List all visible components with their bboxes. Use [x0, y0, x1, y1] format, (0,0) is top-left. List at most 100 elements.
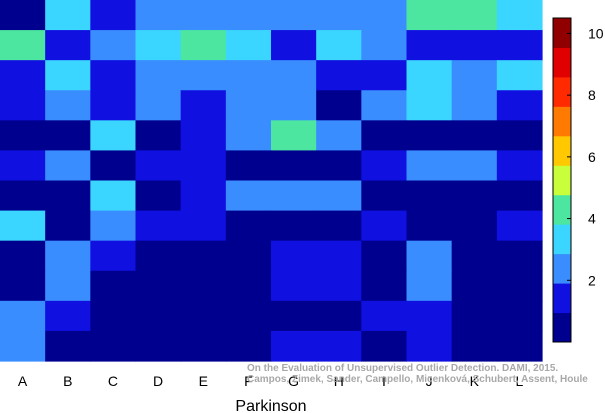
heatmap-cell — [406, 330, 453, 362]
heatmap-cell — [90, 30, 137, 61]
heatmap-cell — [90, 180, 137, 212]
heatmap-cell — [451, 30, 498, 61]
heatmap-cell — [316, 60, 362, 91]
heatmap-cell — [45, 240, 91, 272]
credit-line-1: On the Evaluation of Unsupervised Outlie… — [247, 363, 558, 374]
x-tick-label: K — [470, 373, 480, 389]
heatmap-cell — [451, 150, 498, 182]
heatmap-cell — [180, 90, 227, 121]
heatmap-cell — [406, 90, 453, 121]
heatmap-cell — [496, 180, 543, 212]
heatmap-cell — [135, 210, 182, 242]
heatmap-cell — [90, 60, 137, 91]
colorbar-band — [553, 283, 571, 314]
heatmap-cell — [45, 180, 91, 212]
heatmap-cell — [496, 240, 543, 272]
heatmap-cell — [225, 30, 272, 61]
x-axis-label: Parkinson — [235, 398, 306, 413]
colorbar-band — [553, 76, 571, 107]
heatmap-cell — [271, 180, 317, 212]
heatmap-cell — [316, 240, 362, 272]
heatmap-cell — [90, 0, 137, 31]
heatmap-cell — [451, 270, 498, 302]
heatmap-cell — [316, 150, 362, 182]
heatmap-cell — [225, 0, 272, 31]
heatmap-cell — [180, 240, 227, 272]
heatmap-cell — [451, 210, 498, 242]
heatmap-cell — [496, 330, 543, 362]
heatmap-cell — [135, 180, 182, 212]
heatmap-cell — [45, 300, 91, 332]
heatmap-cell — [361, 0, 408, 31]
heatmap-cell — [45, 90, 91, 121]
heatmap-cell — [180, 330, 227, 362]
heatmap-cell — [90, 150, 137, 182]
heatmap-cell — [225, 90, 272, 121]
heatmap-cell — [225, 240, 272, 272]
heatmap-cell — [135, 330, 182, 362]
heatmap-cell — [271, 60, 317, 91]
heatmap-cell — [406, 60, 453, 91]
heatmap-cell — [225, 120, 272, 152]
heatmap-cell — [271, 210, 317, 242]
x-tick-label: F — [244, 373, 253, 389]
heatmap-cell — [0, 300, 46, 332]
heatmap-cell — [45, 210, 91, 242]
heatmap-cell — [0, 180, 46, 212]
heatmap-cell — [496, 0, 543, 31]
heatmap-plot-area — [0, 0, 543, 362]
heatmap-cell — [451, 180, 498, 212]
heatmap-cell — [45, 150, 91, 182]
heatmap-cell — [45, 330, 91, 362]
heatmap-cell — [90, 120, 137, 152]
heatmap-cell — [225, 150, 272, 182]
heatmap-cell — [316, 30, 362, 61]
x-tick-label: J — [426, 373, 433, 389]
heatmap-cell — [135, 30, 182, 61]
heatmap-cell — [180, 150, 227, 182]
heatmap-cell — [361, 210, 408, 242]
heatmap-cell — [180, 270, 227, 302]
heatmap-cell — [406, 0, 453, 31]
heatmap-cell — [406, 270, 453, 302]
x-tick-label: B — [63, 373, 72, 389]
heatmap-cell — [361, 180, 408, 212]
heatmap-cell — [361, 60, 408, 91]
heatmap-cell — [496, 120, 543, 152]
heatmap-cell — [45, 120, 91, 152]
heatmap-cell — [316, 270, 362, 302]
x-axis-ticks: A B C D E F G H I J K L — [18, 373, 524, 389]
colorbar-tick-label: 10 — [588, 25, 604, 41]
heatmap-cell — [496, 150, 543, 182]
heatmap-cell — [45, 60, 91, 91]
heatmap-cell — [451, 120, 498, 152]
heatmap-cell — [135, 150, 182, 182]
heatmap-cell — [180, 0, 227, 31]
heatmap-cell — [406, 210, 453, 242]
heatmap-cell — [135, 300, 182, 332]
heatmap-cell — [406, 150, 453, 182]
heatmap-cell — [0, 240, 46, 272]
x-tick-label: H — [334, 373, 344, 389]
heatmap-cell — [135, 270, 182, 302]
heatmap-cell — [271, 150, 317, 182]
heatmap-cell — [406, 180, 453, 212]
heatmap-cell — [180, 60, 227, 91]
heatmap-cell — [361, 270, 408, 302]
heatmap-cell — [271, 300, 317, 332]
heatmap-cell — [0, 270, 46, 302]
heatmap-cell — [0, 330, 46, 362]
heatmap-cell — [361, 30, 408, 61]
heatmap-cell — [406, 300, 453, 332]
heatmap-cell — [180, 210, 227, 242]
heatmap-cell — [225, 180, 272, 212]
colorbar-band — [553, 253, 571, 284]
heatmap-cell — [0, 0, 46, 31]
heatmap-cell — [316, 330, 362, 362]
heatmap-cell — [451, 330, 498, 362]
colorbar-band — [553, 47, 571, 78]
heatmap-cell — [451, 0, 498, 31]
heatmap-cell — [135, 120, 182, 152]
heatmap-cell — [316, 210, 362, 242]
heatmap-cell — [316, 0, 362, 31]
